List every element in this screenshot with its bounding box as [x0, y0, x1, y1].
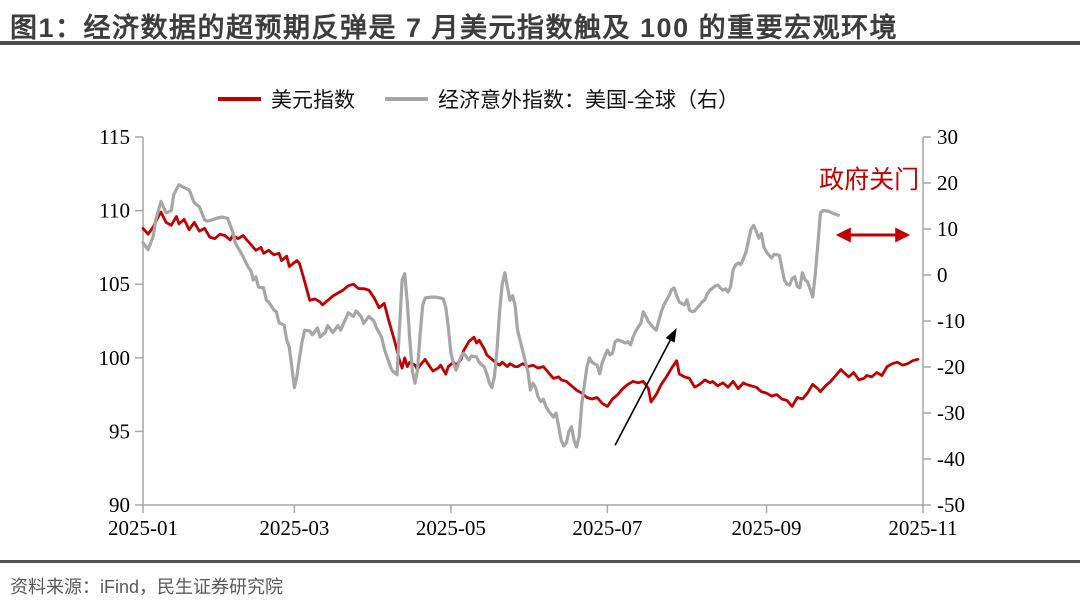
rising-trend-arrow-line — [614, 336, 673, 446]
y-left-tick-label: 95 — [109, 419, 130, 443]
x-tick-label: 2025-07 — [572, 516, 642, 540]
y-left-tick-label: 110 — [99, 199, 130, 223]
chart-legend: 美元指数 经济意外指数：美国-全球（右） — [218, 84, 739, 114]
x-tick-label: 2025-03 — [259, 516, 329, 540]
red-line-swatch — [218, 97, 261, 101]
x-tick-label: 2025-09 — [731, 516, 801, 540]
source-note: 资料来源：iFind，民生证券研究院 — [10, 577, 284, 597]
series-line-dollar-index — [141, 210, 920, 408]
x-tick-label: 2025-05 — [416, 516, 486, 540]
y-right-tick-label: -20 — [937, 355, 965, 379]
gray-line-swatch — [385, 97, 428, 101]
legend-label: 美元指数 — [271, 88, 355, 112]
x-tick-label: 2025-01 — [108, 516, 178, 540]
x-tick-label: 2025-11 — [888, 516, 957, 540]
y-right-tick-label: 30 — [937, 125, 958, 149]
series-line-surprise-index — [141, 183, 840, 449]
y-right-tick-label: 0 — [937, 263, 948, 287]
y-left-tick-label: 105 — [99, 272, 131, 296]
legend-label: 经济意外指数：美国-全球（右） — [438, 88, 739, 112]
page-title: 图1：经济数据的超预期反弹是 7 月美元指数触及 100 的重要宏观环境 — [10, 13, 899, 43]
line-chart: 11511010510095903020100-10-20-30-40-5020… — [99, 125, 966, 540]
title-underline — [0, 41, 1080, 45]
y-right-tick-label: 10 — [937, 217, 958, 241]
y-left-tick-label: 90 — [109, 493, 130, 517]
y-left-tick-label: 100 — [99, 346, 131, 370]
legend-item-dollar-index: 美元指数 — [218, 84, 355, 114]
annotations: 政府关门 — [614, 166, 919, 446]
legend-item-surprise-index: 经济意外指数：美国-全球（右） — [385, 84, 739, 114]
y-right-tick-label: -40 — [937, 447, 965, 471]
y-right-tick-label: 20 — [937, 171, 958, 195]
y-right-tick-label: -50 — [937, 493, 965, 517]
axes: 11511010510095903020100-10-20-30-40-5020… — [99, 125, 966, 540]
arrowhead-left — [835, 227, 851, 243]
y-right-tick-label: -30 — [937, 401, 965, 425]
y-right-tick-label: -10 — [937, 309, 965, 333]
rising-trend-arrowhead — [665, 327, 677, 343]
y-left-tick-label: 115 — [99, 125, 130, 149]
footer-divider — [0, 560, 1080, 563]
arrowhead-right — [895, 227, 911, 243]
annotation-government-shutdown-label: 政府关门 — [819, 166, 919, 194]
